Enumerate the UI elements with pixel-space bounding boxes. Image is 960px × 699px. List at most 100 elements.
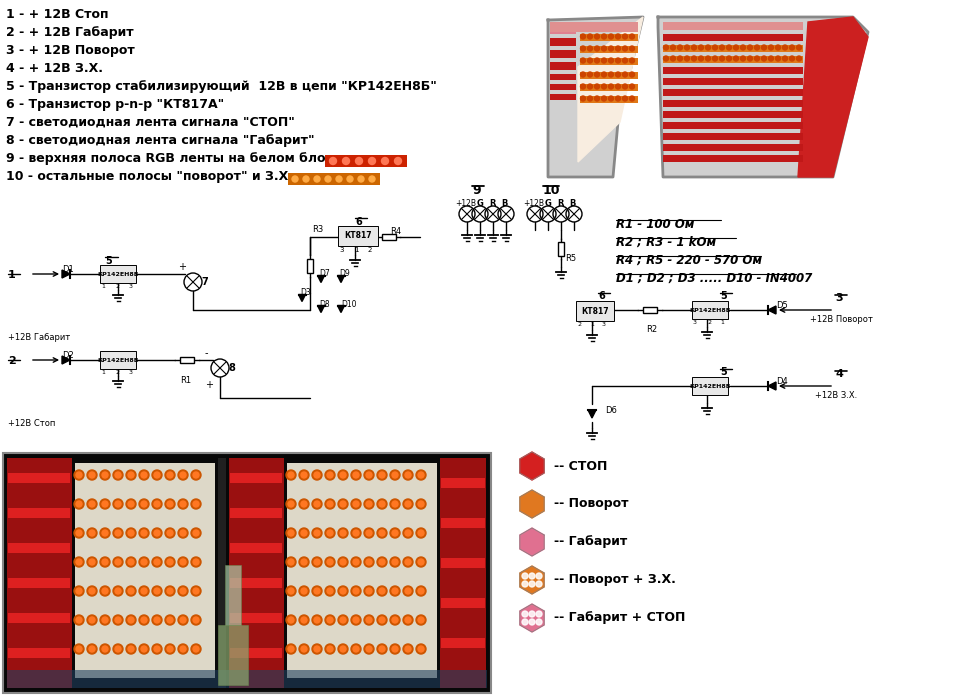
Circle shape: [522, 573, 528, 579]
Circle shape: [630, 46, 635, 51]
Text: 8: 8: [228, 363, 235, 373]
Circle shape: [416, 644, 426, 654]
Bar: [230, 578, 282, 588]
Circle shape: [381, 157, 389, 164]
Bar: [307, 259, 313, 273]
Circle shape: [377, 644, 387, 654]
Circle shape: [355, 157, 363, 164]
Circle shape: [351, 644, 361, 654]
Circle shape: [602, 96, 607, 101]
Circle shape: [405, 559, 411, 565]
Circle shape: [301, 646, 307, 652]
Bar: [550, 74, 576, 80]
Circle shape: [405, 530, 411, 536]
Circle shape: [325, 557, 335, 567]
Text: R: R: [489, 199, 495, 208]
Circle shape: [141, 501, 147, 507]
Circle shape: [602, 72, 607, 77]
Circle shape: [141, 646, 147, 652]
Circle shape: [178, 615, 188, 625]
Circle shape: [609, 46, 613, 51]
Text: 10 - остальные полосы "поворот" и З.Х.: 10 - остальные полосы "поворот" и З.Х.: [6, 170, 293, 183]
Circle shape: [167, 559, 173, 565]
Circle shape: [609, 84, 613, 89]
Circle shape: [314, 472, 320, 478]
Circle shape: [418, 646, 424, 652]
Circle shape: [312, 586, 322, 596]
Circle shape: [154, 588, 160, 594]
Circle shape: [594, 72, 599, 77]
Circle shape: [347, 176, 353, 182]
Text: 5: 5: [720, 367, 727, 377]
Text: 1: 1: [101, 284, 105, 289]
Circle shape: [167, 530, 173, 536]
Circle shape: [706, 45, 710, 50]
Circle shape: [102, 472, 108, 478]
Circle shape: [139, 528, 149, 538]
Circle shape: [115, 617, 121, 623]
Text: D1 ; D2 ; D3 ..... D10 - IN4007: D1 ; D2 ; D3 ..... D10 - IN4007: [616, 272, 812, 285]
Circle shape: [630, 34, 635, 39]
Polygon shape: [299, 294, 305, 301]
Circle shape: [325, 528, 335, 538]
Text: 7 - светодиодная лента сигнала "СТОП": 7 - светодиодная лента сигнала "СТОП": [6, 116, 295, 129]
Circle shape: [699, 45, 704, 50]
Text: D1: D1: [62, 265, 74, 274]
Circle shape: [351, 586, 361, 596]
Bar: [663, 45, 803, 52]
Circle shape: [167, 588, 173, 594]
Circle shape: [100, 470, 110, 480]
Circle shape: [594, 96, 599, 101]
Circle shape: [165, 644, 175, 654]
Circle shape: [314, 617, 320, 623]
Circle shape: [141, 472, 147, 478]
Bar: [440, 458, 486, 688]
Circle shape: [630, 96, 635, 101]
Circle shape: [581, 96, 586, 101]
Circle shape: [87, 470, 97, 480]
Circle shape: [789, 56, 795, 61]
Text: 1: 1: [354, 247, 358, 253]
Circle shape: [522, 581, 528, 587]
Circle shape: [581, 34, 586, 39]
Circle shape: [141, 530, 147, 536]
Circle shape: [325, 176, 331, 182]
Text: 6: 6: [598, 291, 605, 301]
Circle shape: [299, 470, 309, 480]
Circle shape: [602, 34, 607, 39]
Circle shape: [154, 617, 160, 623]
Circle shape: [364, 470, 374, 480]
Bar: [229, 458, 284, 688]
Circle shape: [286, 557, 296, 567]
Circle shape: [154, 472, 160, 478]
Text: D4: D4: [776, 377, 788, 386]
Circle shape: [128, 472, 134, 478]
Circle shape: [379, 617, 385, 623]
Circle shape: [191, 499, 201, 509]
Circle shape: [286, 615, 296, 625]
Circle shape: [74, 615, 84, 625]
Circle shape: [139, 586, 149, 596]
Circle shape: [288, 617, 294, 623]
Circle shape: [286, 586, 296, 596]
Text: +12В Стоп: +12В Стоп: [8, 419, 56, 428]
Circle shape: [366, 530, 372, 536]
Text: D7: D7: [319, 269, 329, 278]
Circle shape: [87, 528, 97, 538]
Circle shape: [327, 559, 333, 565]
Circle shape: [327, 472, 333, 478]
Circle shape: [678, 56, 683, 61]
Circle shape: [366, 588, 372, 594]
Circle shape: [327, 501, 333, 507]
Circle shape: [193, 559, 199, 565]
Bar: [663, 22, 803, 30]
Text: D8: D8: [319, 300, 329, 309]
Circle shape: [102, 530, 108, 536]
Circle shape: [588, 58, 592, 63]
Text: R4: R4: [390, 227, 401, 236]
Circle shape: [379, 559, 385, 565]
Polygon shape: [520, 528, 544, 556]
Text: 2: 2: [115, 284, 119, 289]
Circle shape: [529, 611, 535, 617]
Circle shape: [364, 557, 374, 567]
